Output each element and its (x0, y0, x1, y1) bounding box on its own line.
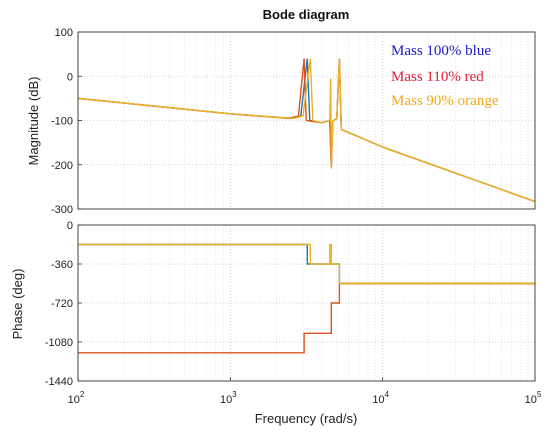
y-axis-label-magnitude: Magnitude (dB) (26, 77, 41, 166)
x-tick-label: 104 (372, 390, 389, 406)
chart-title: Bode diagram (263, 7, 350, 22)
y-tick-label: -200 (51, 160, 73, 172)
legend-entry-mass-90: Mass 90% orange (391, 93, 499, 109)
x-axis-label: Frequency (rad/s) (255, 411, 358, 426)
x-tick-label: 103 (220, 390, 237, 406)
y-tick-label: 0 (67, 71, 73, 83)
plot-frame (77, 31, 536, 210)
phase-panel: 0 -360 -720 -1080 -1440 102 103 104 105 (45, 220, 542, 406)
legend-entry-mass-110: Mass 110% red (391, 69, 484, 85)
y-tick-label: -360 (51, 259, 73, 271)
y-tick-label: -300 (51, 204, 73, 216)
legend-entry-mass-100: Mass 100% blue (391, 43, 491, 59)
y-axis-label-phase: Phase (deg) (10, 269, 25, 340)
series-line-3 (78, 243, 535, 285)
x-tick-label: 105 (525, 390, 542, 406)
y-tick-label: -1440 (45, 376, 73, 388)
y-tick-label: -100 (51, 116, 73, 128)
magnitude-panel: 100 0 -100 -200 -300 (51, 27, 536, 216)
series-line-3 (77, 58, 536, 203)
y-tick-label: 0 (67, 220, 73, 232)
chart-legend: Mass 100% blue Mass 110% red Mass 90% or… (391, 43, 499, 109)
y-tick-label: -720 (51, 298, 73, 310)
x-tick-label: 102 (68, 390, 85, 406)
plot-frame (77, 224, 536, 382)
y-tick-label: -1080 (45, 337, 73, 349)
y-tick-label: 100 (55, 27, 73, 39)
series-line-2 (78, 282, 535, 354)
